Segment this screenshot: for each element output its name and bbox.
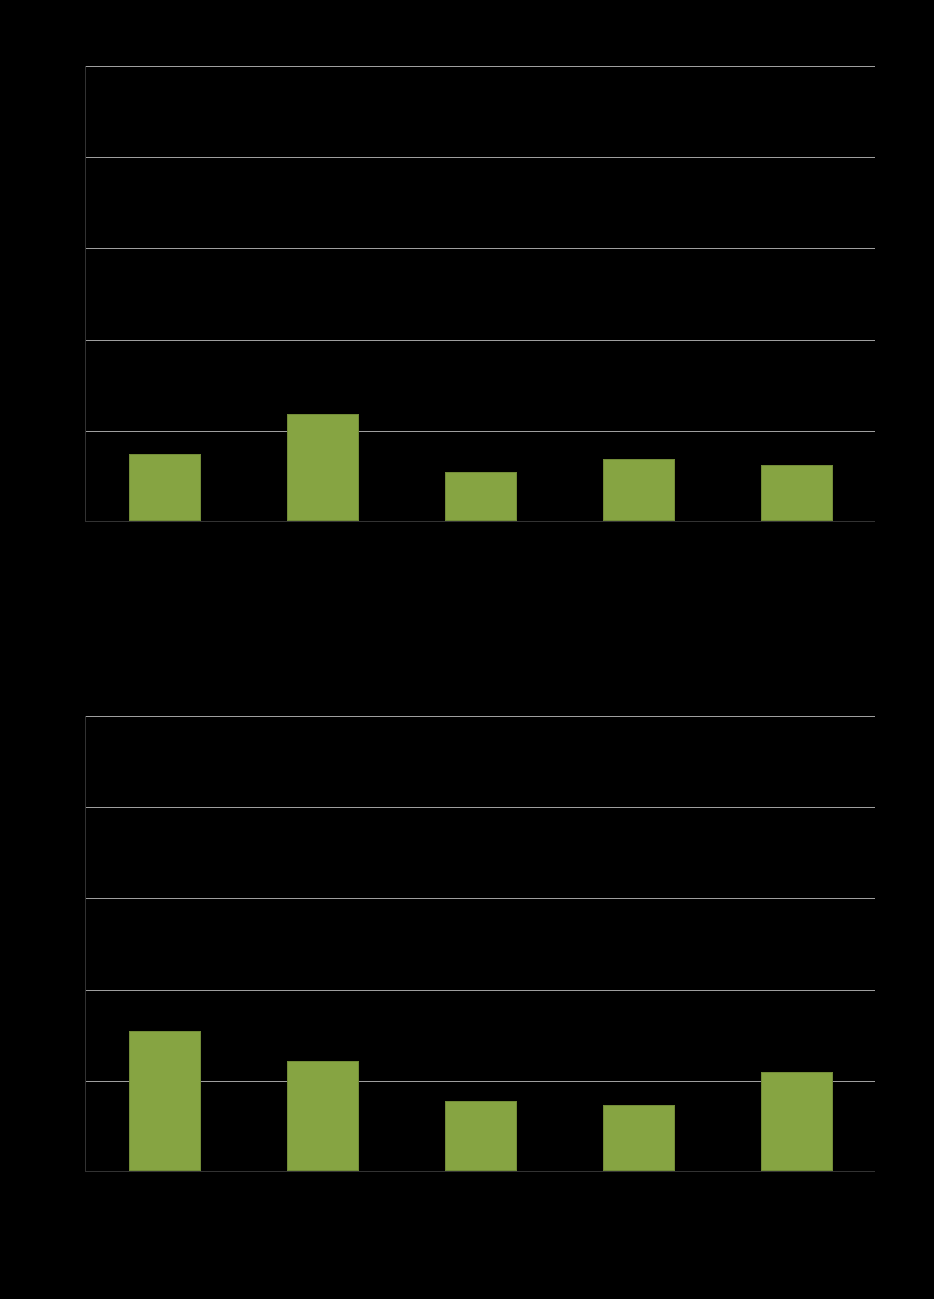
y-tick-label: 0 — [67, 512, 86, 532]
y-tick-label: 60 — [57, 238, 86, 258]
chart-1-xlabel: Job Category — [4, 575, 930, 598]
bar — [761, 1072, 832, 1171]
chart-2-panel: Visited Riparian Forest, Prairie by Job … — [4, 654, 930, 1294]
grid-line — [86, 990, 875, 991]
chart-2-ylabel: Percent — [0, 901, 20, 974]
chart-1-plot-area: 020406080100FarmingProfessionalProductio… — [85, 66, 875, 522]
x-tick-label: Service — [737, 521, 857, 551]
y-tick-label: 80 — [57, 147, 86, 167]
y-tick-label: 80 — [57, 797, 86, 817]
grid-line — [86, 898, 875, 899]
chart-2-xlabel: Job Category — [4, 1227, 930, 1250]
x-tick-label: Professional — [263, 521, 383, 551]
y-tick-label: 60 — [57, 888, 86, 908]
bar — [287, 1061, 358, 1171]
x-tick-label: Farming — [105, 521, 225, 551]
grid-line — [86, 66, 875, 67]
chart-2-title: Visited Riparian Forest, Prairie by Job … — [4, 670, 930, 697]
grid-line — [86, 716, 875, 717]
grid-line — [86, 807, 875, 808]
x-tick-label: Production — [421, 521, 541, 551]
x-tick-label: Production — [421, 1171, 541, 1201]
y-tick-label: 20 — [57, 421, 86, 441]
grid-line — [86, 157, 875, 158]
y-tick-label: 100 — [48, 56, 86, 76]
y-tick-label: 20 — [57, 1071, 86, 1091]
chart-1-panel: Visited Farm, Resource Area by Job Categ… — [4, 4, 930, 642]
x-tick-label: Sales — [579, 1171, 699, 1201]
y-tick-label: 0 — [67, 1162, 86, 1182]
bar — [129, 454, 200, 521]
bar — [129, 1031, 200, 1171]
x-tick-label: Farming — [105, 1171, 225, 1201]
y-tick-label: 40 — [57, 330, 86, 350]
bar — [287, 414, 358, 521]
chart-2-plot-area: 020406080100FarmingProfessionalProductio… — [85, 716, 875, 1172]
chart-1-title: Visited Farm, Resource Area by Job Categ… — [4, 20, 930, 47]
y-tick-label: 100 — [48, 706, 86, 726]
bar — [445, 1101, 516, 1171]
x-tick-label: Professional — [263, 1171, 383, 1201]
bar — [761, 465, 832, 521]
grid-line — [86, 431, 875, 432]
grid-line — [86, 1081, 875, 1082]
bar — [445, 472, 516, 521]
y-tick-label: 40 — [57, 980, 86, 1000]
grid-line — [86, 248, 875, 249]
chart-1-ylabel: Percent — [0, 250, 20, 323]
x-tick-label: Service — [737, 1171, 857, 1201]
bar — [603, 1105, 674, 1171]
bar — [603, 459, 674, 521]
grid-line — [86, 340, 875, 341]
x-tick-label: Sales — [579, 521, 699, 551]
